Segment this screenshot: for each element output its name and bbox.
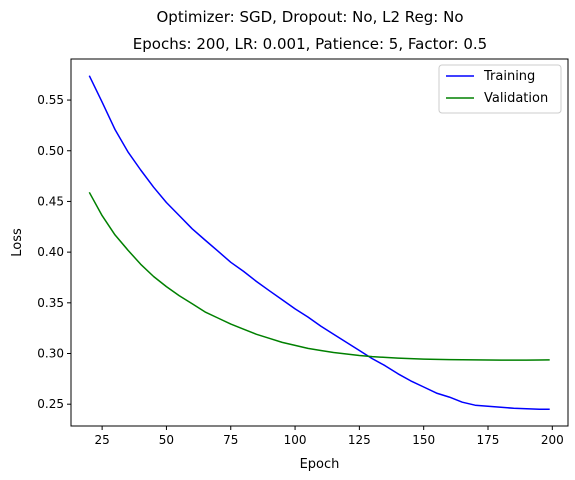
y-tick-label: 0.30 (37, 347, 64, 361)
x-tick-label: 150 (412, 433, 435, 447)
chart-title: Optimizer: SGD, Dropout: No, L2 Reg: No (156, 8, 463, 26)
x-tick-label: 75 (223, 433, 238, 447)
legend-label-training: Training (483, 69, 535, 84)
x-tick-label: 200 (541, 433, 564, 447)
plot-area-frame (70, 58, 569, 427)
x-tick-label: 125 (348, 433, 371, 447)
x-tick-label: 100 (284, 433, 307, 447)
chart-subtitle: Epochs: 200, LR: 0.001, Patience: 5, Fac… (133, 35, 487, 53)
x-tick-label: 50 (159, 433, 174, 447)
legend-label-validation: Validation (484, 91, 548, 106)
series-line-training (88, 75, 550, 411)
legend: Training Validation (438, 64, 562, 114)
x-tick-label: 175 (477, 433, 500, 447)
x-axis-label: Epoch (300, 457, 340, 472)
y-tick-label: 0.35 (37, 296, 64, 310)
series-line-validation (88, 191, 550, 361)
y-tick-label: 0.55 (37, 93, 64, 107)
y-tick-label: 0.40 (37, 245, 64, 259)
x-tick-label: 25 (94, 433, 109, 447)
y-tick-label: 0.45 (37, 194, 64, 208)
y-tick-label: 0.25 (37, 397, 64, 411)
y-axis-label: Loss (10, 228, 25, 257)
y-tick-label: 0.50 (37, 144, 64, 158)
legend-box (438, 64, 562, 114)
